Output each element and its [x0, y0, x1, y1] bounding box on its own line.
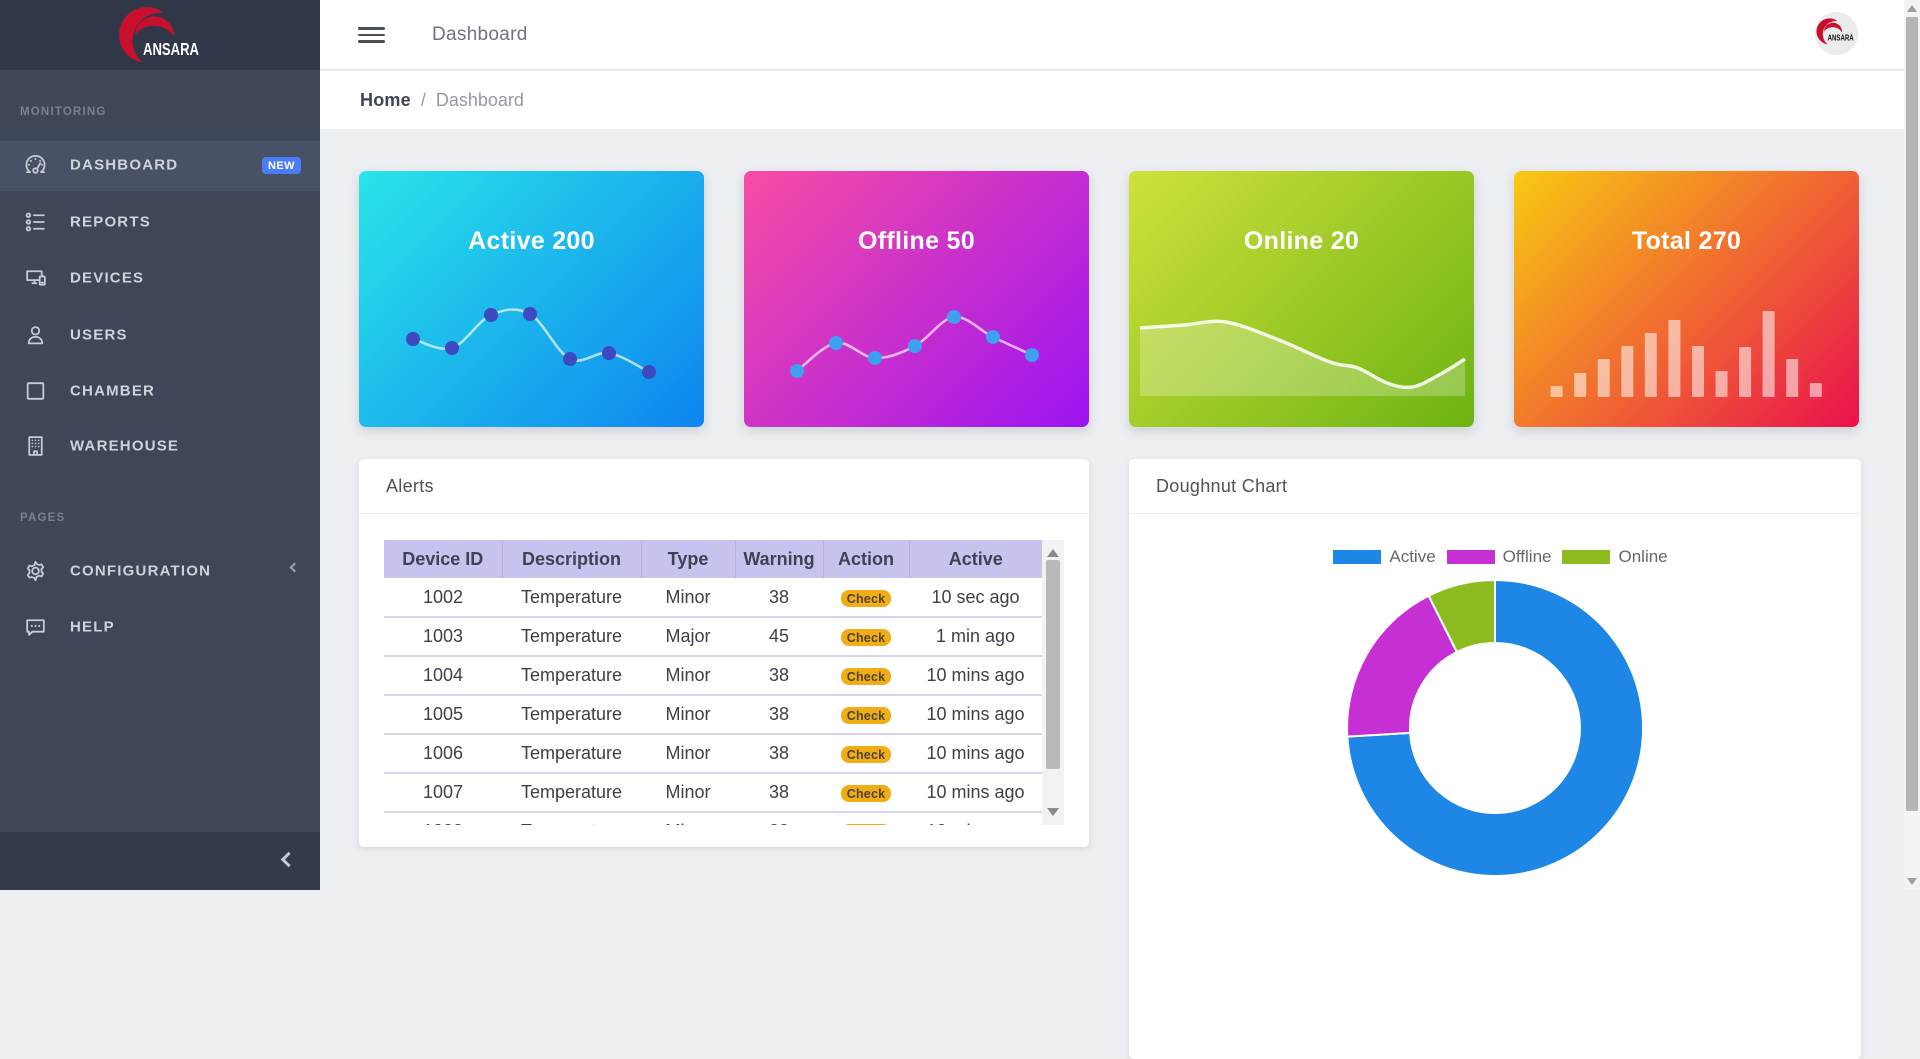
svg-text:ANSARA: ANSARA — [143, 39, 199, 59]
svg-text:ANSARA: ANSARA — [1828, 34, 1854, 43]
